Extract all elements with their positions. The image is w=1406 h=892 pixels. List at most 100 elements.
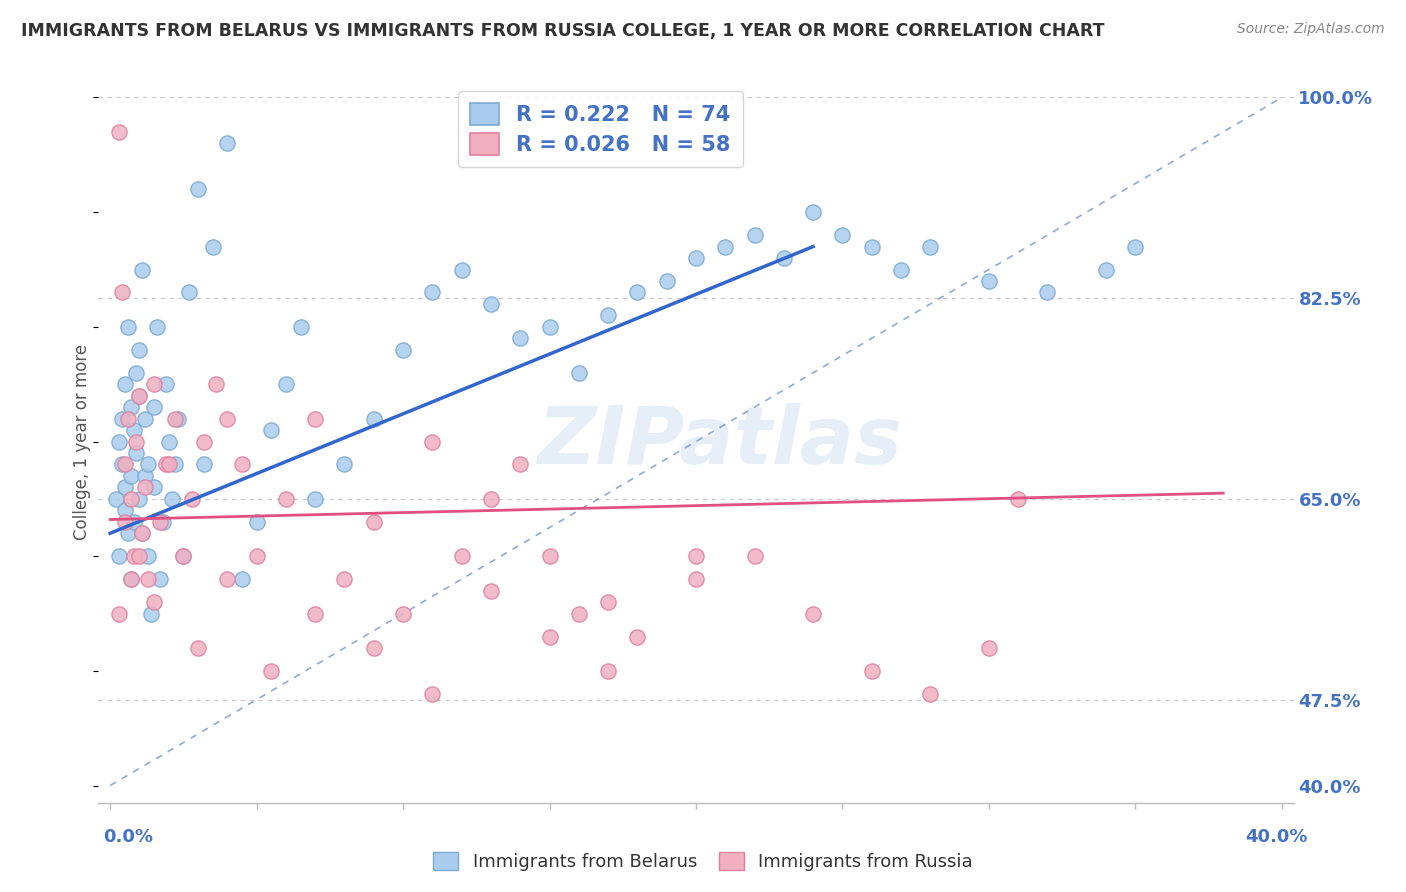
Point bbox=[131, 526, 153, 541]
Point bbox=[626, 630, 648, 644]
Point bbox=[108, 434, 131, 449]
Point bbox=[134, 480, 156, 494]
Point bbox=[450, 262, 472, 277]
Point bbox=[860, 239, 883, 253]
Point bbox=[363, 515, 385, 529]
Point bbox=[108, 549, 131, 564]
Point bbox=[231, 572, 253, 586]
Point bbox=[274, 377, 297, 392]
Point bbox=[479, 491, 502, 506]
Point bbox=[246, 515, 269, 529]
Point bbox=[193, 434, 215, 449]
Point bbox=[1125, 239, 1147, 253]
Point bbox=[260, 423, 283, 437]
Point bbox=[392, 607, 415, 621]
Legend: Immigrants from Belarus, Immigrants from Russia: Immigrants from Belarus, Immigrants from… bbox=[426, 846, 980, 879]
Point bbox=[598, 595, 620, 609]
Point bbox=[117, 526, 139, 541]
Point bbox=[108, 607, 131, 621]
Point bbox=[134, 411, 156, 425]
Point bbox=[304, 411, 326, 425]
Point bbox=[114, 515, 136, 529]
Point bbox=[143, 595, 166, 609]
Point bbox=[163, 458, 186, 472]
Point bbox=[333, 572, 356, 586]
Point bbox=[422, 434, 444, 449]
Point bbox=[538, 319, 561, 334]
Point bbox=[136, 572, 159, 586]
Point bbox=[274, 491, 297, 506]
Point bbox=[181, 491, 204, 506]
Point bbox=[977, 274, 1000, 288]
Point bbox=[114, 377, 136, 392]
Point bbox=[122, 423, 145, 437]
Point bbox=[120, 572, 142, 586]
Point bbox=[146, 319, 169, 334]
Point bbox=[450, 549, 472, 564]
Point bbox=[422, 285, 444, 300]
Point bbox=[509, 458, 531, 472]
Point bbox=[217, 572, 239, 586]
Point bbox=[131, 526, 153, 541]
Point bbox=[920, 687, 942, 701]
Point bbox=[187, 182, 209, 196]
Point bbox=[363, 411, 385, 425]
Point bbox=[204, 377, 226, 392]
Point bbox=[117, 411, 139, 425]
Point bbox=[860, 664, 883, 678]
Point bbox=[114, 480, 136, 494]
Point bbox=[290, 319, 312, 334]
Point bbox=[304, 607, 326, 621]
Point bbox=[1007, 491, 1029, 506]
Point bbox=[172, 549, 194, 564]
Point bbox=[120, 572, 142, 586]
Point bbox=[231, 458, 253, 472]
Point bbox=[920, 239, 942, 253]
Point bbox=[685, 251, 707, 265]
Text: IMMIGRANTS FROM BELARUS VS IMMIGRANTS FROM RUSSIA COLLEGE, 1 YEAR OR MORE CORREL: IMMIGRANTS FROM BELARUS VS IMMIGRANTS FR… bbox=[21, 22, 1105, 40]
Point bbox=[479, 583, 502, 598]
Point bbox=[598, 309, 620, 323]
Point bbox=[217, 411, 239, 425]
Text: 0.0%: 0.0% bbox=[103, 828, 153, 846]
Point bbox=[392, 343, 415, 357]
Point bbox=[149, 515, 172, 529]
Point bbox=[114, 503, 136, 517]
Point bbox=[246, 549, 269, 564]
Point bbox=[538, 630, 561, 644]
Point bbox=[1036, 285, 1059, 300]
Point bbox=[160, 491, 183, 506]
Point bbox=[152, 515, 174, 529]
Point bbox=[655, 274, 678, 288]
Point bbox=[141, 607, 163, 621]
Point bbox=[122, 549, 145, 564]
Point bbox=[568, 607, 591, 621]
Point bbox=[128, 389, 150, 403]
Point bbox=[685, 549, 707, 564]
Point bbox=[685, 572, 707, 586]
Point bbox=[122, 515, 145, 529]
Point bbox=[128, 491, 150, 506]
Point bbox=[538, 549, 561, 564]
Point bbox=[831, 228, 853, 243]
Point bbox=[108, 125, 131, 139]
Point bbox=[801, 205, 824, 219]
Point bbox=[509, 331, 531, 345]
Point bbox=[260, 664, 283, 678]
Point bbox=[568, 366, 591, 380]
Point bbox=[744, 228, 766, 243]
Point bbox=[105, 491, 128, 506]
Point bbox=[714, 239, 737, 253]
Point bbox=[128, 343, 150, 357]
Point bbox=[333, 458, 356, 472]
Point bbox=[157, 434, 180, 449]
Point bbox=[187, 640, 209, 655]
Point bbox=[598, 664, 620, 678]
Point bbox=[801, 607, 824, 621]
Text: ZIPatlas: ZIPatlas bbox=[537, 402, 903, 481]
Point bbox=[773, 251, 796, 265]
Point bbox=[201, 239, 224, 253]
Point bbox=[111, 458, 134, 472]
Point bbox=[117, 319, 139, 334]
Point bbox=[155, 458, 177, 472]
